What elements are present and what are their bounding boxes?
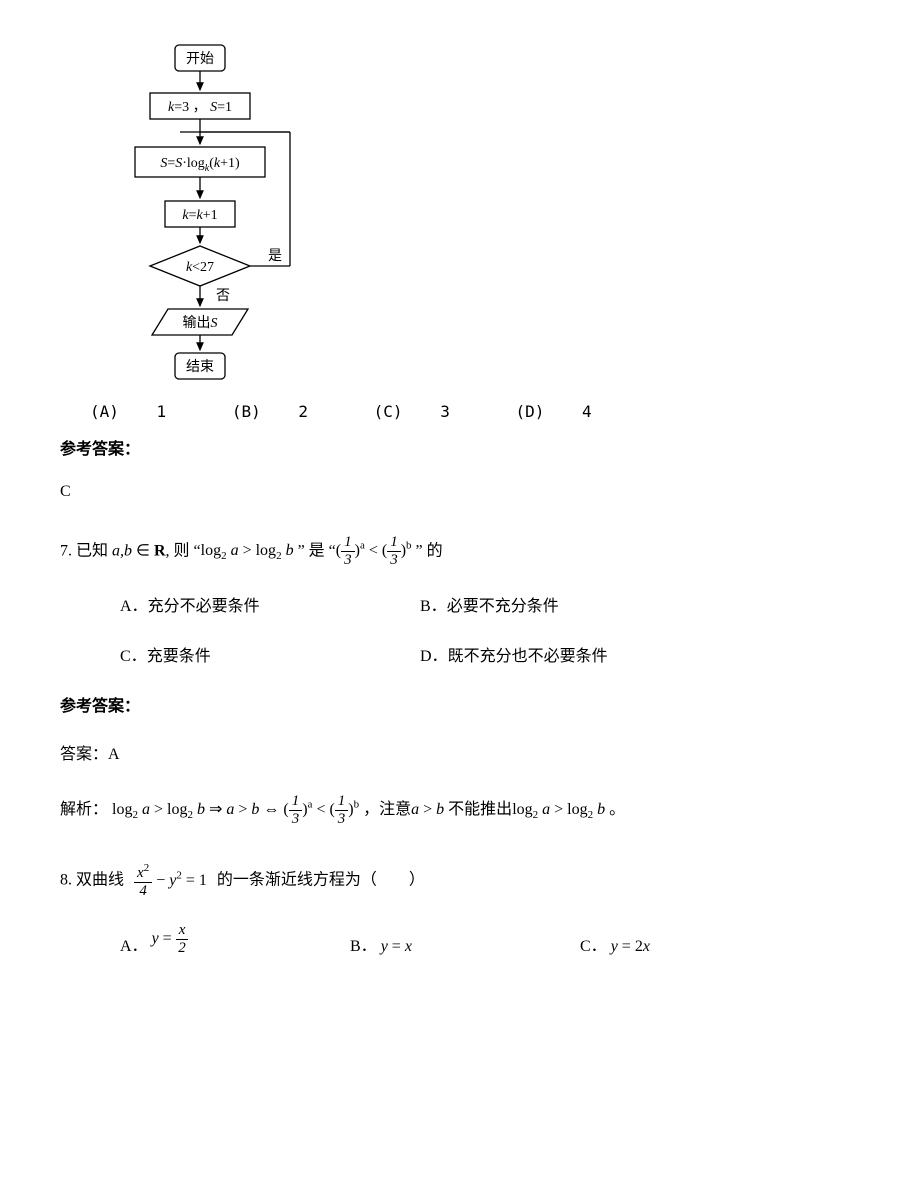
q7-choice-b: 必要不充分条件 [447, 598, 559, 615]
q7-choice-d: 既不充分也不必要条件 [448, 648, 608, 665]
answer-heading-2: 参考答案： [60, 692, 860, 716]
q7-explain: 解析： log2 a > log2 b ⇒ a > b ⇔ (13)a < (1… [60, 794, 860, 827]
q6-opt-c: 3 [440, 402, 450, 421]
svg-text:k=k+1: k=k+1 [182, 208, 217, 223]
q7-then: 则 “ [174, 542, 201, 559]
fc-start-label: 开始 [186, 51, 214, 67]
q7-stem: 7. 已知 a,b ∈ R, 则 “log2 a > log2 b ” 是 “(… [60, 535, 860, 568]
q6-opt-a-label: (A) [90, 402, 119, 421]
fc-yes-label: 是 [268, 249, 282, 264]
q7-is: ” 是 “ [298, 542, 336, 559]
q7-answer-line: 答案：A [60, 740, 860, 764]
q6-opt-d-label: (D) [515, 402, 544, 421]
q6-opt-b: 2 [298, 402, 308, 421]
q7-answer-label: 答案： [60, 746, 108, 763]
svg-text:k=3 ， S=1: k=3 ， S=1 [168, 100, 232, 115]
q7-explain-label: 解析： [60, 801, 108, 818]
q8-suffix: 的一条渐近线方程为（ ） [217, 872, 425, 889]
answer-heading: 参考答案： [60, 435, 860, 459]
q7-choice-c: 充要条件 [147, 648, 211, 665]
q7-choices: A．充分不必要条件 B．必要不充分条件 C．充要条件 D．既不充分也不必要条件 [120, 592, 860, 666]
q6-opt-c-label: (C) [374, 402, 403, 421]
q6-options: (A) 1 (B) 2 (C) 3 (D) 4 [90, 402, 860, 421]
q7-number: 7. [60, 542, 72, 559]
fc-no-label: 否 [216, 289, 230, 304]
q7-answer: A [108, 746, 120, 763]
q6-opt-d: 4 [582, 402, 592, 421]
q7-end: ” 的 [416, 542, 443, 559]
q8-prefix: 双曲线 [76, 872, 124, 889]
q7-choice-a: 充分不必要条件 [148, 598, 260, 615]
q6-opt-b-label: (B) [232, 402, 261, 421]
fc-end-label: 结束 [186, 359, 214, 375]
flowchart-q6: 开始 k=3 ， S=1 S=S·logk(k+1) k=k+1 k<27 是 … [100, 40, 860, 390]
q8-number: 8. [60, 872, 72, 889]
q7-explain-txt3: 。 [609, 801, 625, 818]
svg-text:k<27: k<27 [186, 260, 214, 275]
q7-explain-txt2: 不能推出 [448, 801, 512, 818]
q6-answer: C [60, 483, 860, 501]
q7-explain-txt1: ，注意 [363, 801, 411, 818]
svg-text:输出S: 输出S [183, 315, 218, 331]
q8-stem: 8. 双曲线 x24 − y2 = 1 的一条渐近线方程为（ ） [60, 863, 860, 899]
q6-opt-a: 1 [157, 402, 167, 421]
q7-prefix: 已知 [76, 542, 108, 559]
q8-choices: A． y = x2 B． y = x C． y = 2x [120, 923, 860, 956]
